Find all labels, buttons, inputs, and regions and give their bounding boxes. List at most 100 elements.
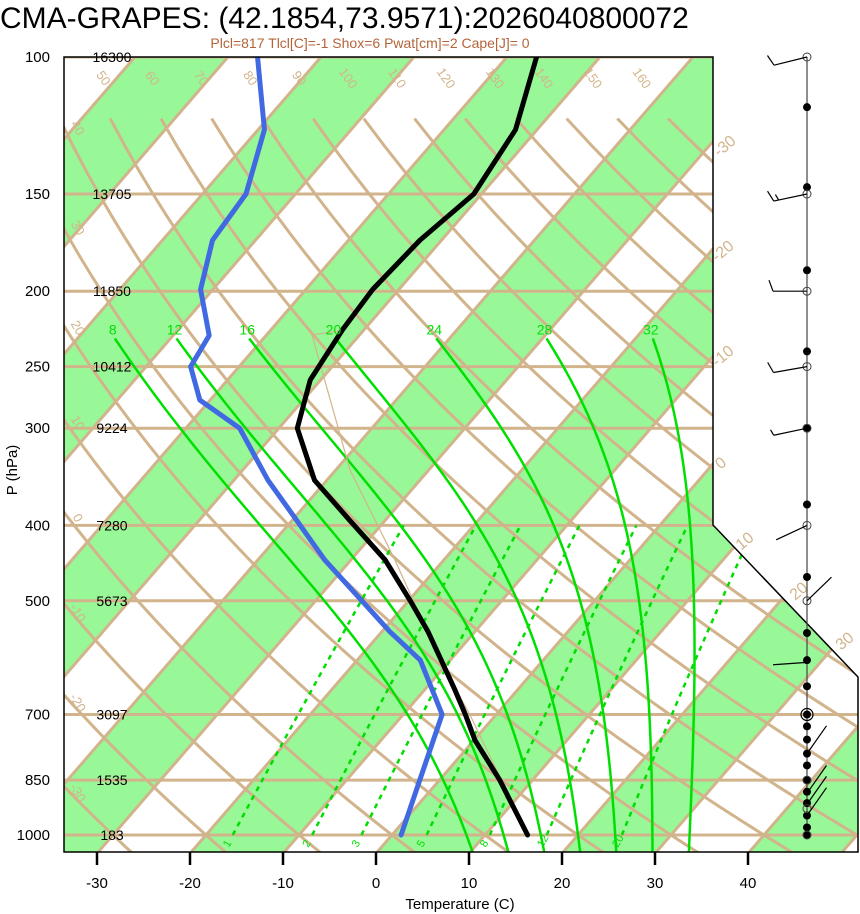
wind-level-dot [803,266,811,275]
wind-level-dot [803,722,811,731]
dry-adiabat-line [64,118,325,852]
isotherm-line [64,57,244,852]
wind-level-dot [803,735,811,744]
wind-barb [775,524,808,541]
wind-level-circle [802,362,812,372]
dry-adiabat-line [413,117,858,852]
moist-adiabat-line [248,337,546,852]
isotherm-label: 30 [833,629,858,654]
height-label: 11850 [93,283,131,299]
moist-adiabat-label: 16 [239,321,255,337]
wind-level-dot [803,500,811,509]
height-label: 16300 [93,49,132,65]
wind-level-circle [802,189,812,199]
height-label: 183 [100,827,124,843]
dry-adiabat-line [64,118,230,852]
wind-level-dot [803,761,811,770]
green-band [64,57,429,852]
isotherm-label: -30 [711,133,740,161]
wind-barb [766,55,808,66]
dry-adiabat-line [210,117,858,852]
wind-level-dot [803,682,811,691]
mixing-ratio-label: 1 [221,838,234,849]
dry-adiabat-line [108,117,858,852]
height-label: 7280 [96,517,127,533]
dewpoint-line [188,57,445,838]
wind-level-circle [802,596,812,606]
wind-level-circle [802,775,812,785]
dry-adiabat-label: 50 [93,68,114,88]
pressure-tick-label: 300 [25,420,50,437]
wind-column [766,52,832,840]
dry-adiabat-label: 40 [68,118,88,138]
dry-adiabat-line [64,117,703,852]
wind-barb [767,190,808,202]
wind-level-circle [802,804,812,814]
dry-adiabat-label: 20 [68,318,88,338]
height-label: 5673 [96,593,127,609]
mixing-ratio-label: 3 [350,838,363,849]
x-tick-label: 10 [461,875,478,892]
wind-level-dot [803,629,811,638]
x-tick-label: 0 [372,875,380,892]
moist-adiabat-line [435,337,618,852]
pressure-tick-label: 700 [25,706,50,723]
wind-level-dot [803,573,811,582]
isotherm-line [64,57,523,852]
isotherm-line [64,57,430,852]
y-axis-title: P (hPa) [4,445,21,496]
wind-barb [773,661,808,666]
wind-barb [770,427,808,436]
isotherm-label: 0 [712,454,730,473]
dry-adiabats [64,117,858,852]
pressure-tick-label: 200 [25,283,50,300]
pressure-tick-label: 1000 [17,827,50,844]
moist-adiabat-label: 12 [167,321,183,337]
dry-adiabat-line [64,117,797,852]
mixing-ratio-line [360,524,522,836]
moist-adiabat-line [334,337,582,852]
dry-adiabat-line [64,118,514,852]
green-band [563,57,858,852]
mixing-ratio-lines [231,524,757,836]
moist-adiabat-line [651,338,696,852]
mixing-ratio-line [231,524,405,836]
mixing-ratio-label: 12 [535,833,552,850]
moist-adiabat-label: 20 [326,321,342,337]
isotherm-line [64,57,337,852]
x-tick-label: -10 [272,875,294,892]
mixing-ratio-line [545,524,689,836]
wind-barb [806,776,827,805]
mixing-ratio-label: 2 [300,838,313,849]
wind-level-dot [803,831,811,839]
plot-border [63,56,859,853]
mixing-ratio-line [620,524,757,836]
wind-level-circle [802,520,812,530]
mixing-ratio-label: 5 [415,838,428,849]
x-tick-label: -20 [179,875,201,892]
dry-adiabat-label: 70 [191,68,212,88]
mixing-ratio-line [311,524,477,836]
mixing-ratio-line [425,524,581,836]
pressure-tick-label: 150 [25,186,50,203]
wind-level-circle [802,423,812,433]
mixing-ratio-label: 20 [610,833,627,850]
dry-adiabat-label: 90 [289,68,310,88]
pressure-tick-label: 100 [25,49,50,66]
isotherm-line [283,57,858,852]
parcel-path [311,329,529,836]
pressure-tick-label: 400 [25,517,50,534]
height-label: 9224 [96,420,127,436]
dry-adiabat-line [311,117,858,852]
wind-level-dot [803,103,811,112]
profiles [188,57,540,838]
pressure-tick-label: 250 [25,359,50,376]
dry-adiabat-line [362,117,858,852]
chart-subtitle: Plcl=817 Tlcl[C]=-1 Shox=6 Pwat[cm]=2 Ca… [210,35,529,51]
moist-adiabat-line [113,337,475,852]
height-label: 10412 [93,359,132,375]
moist-adiabat-label: 24 [426,321,442,337]
wind-barb [806,765,827,794]
x-tick-label: 20 [554,875,571,892]
